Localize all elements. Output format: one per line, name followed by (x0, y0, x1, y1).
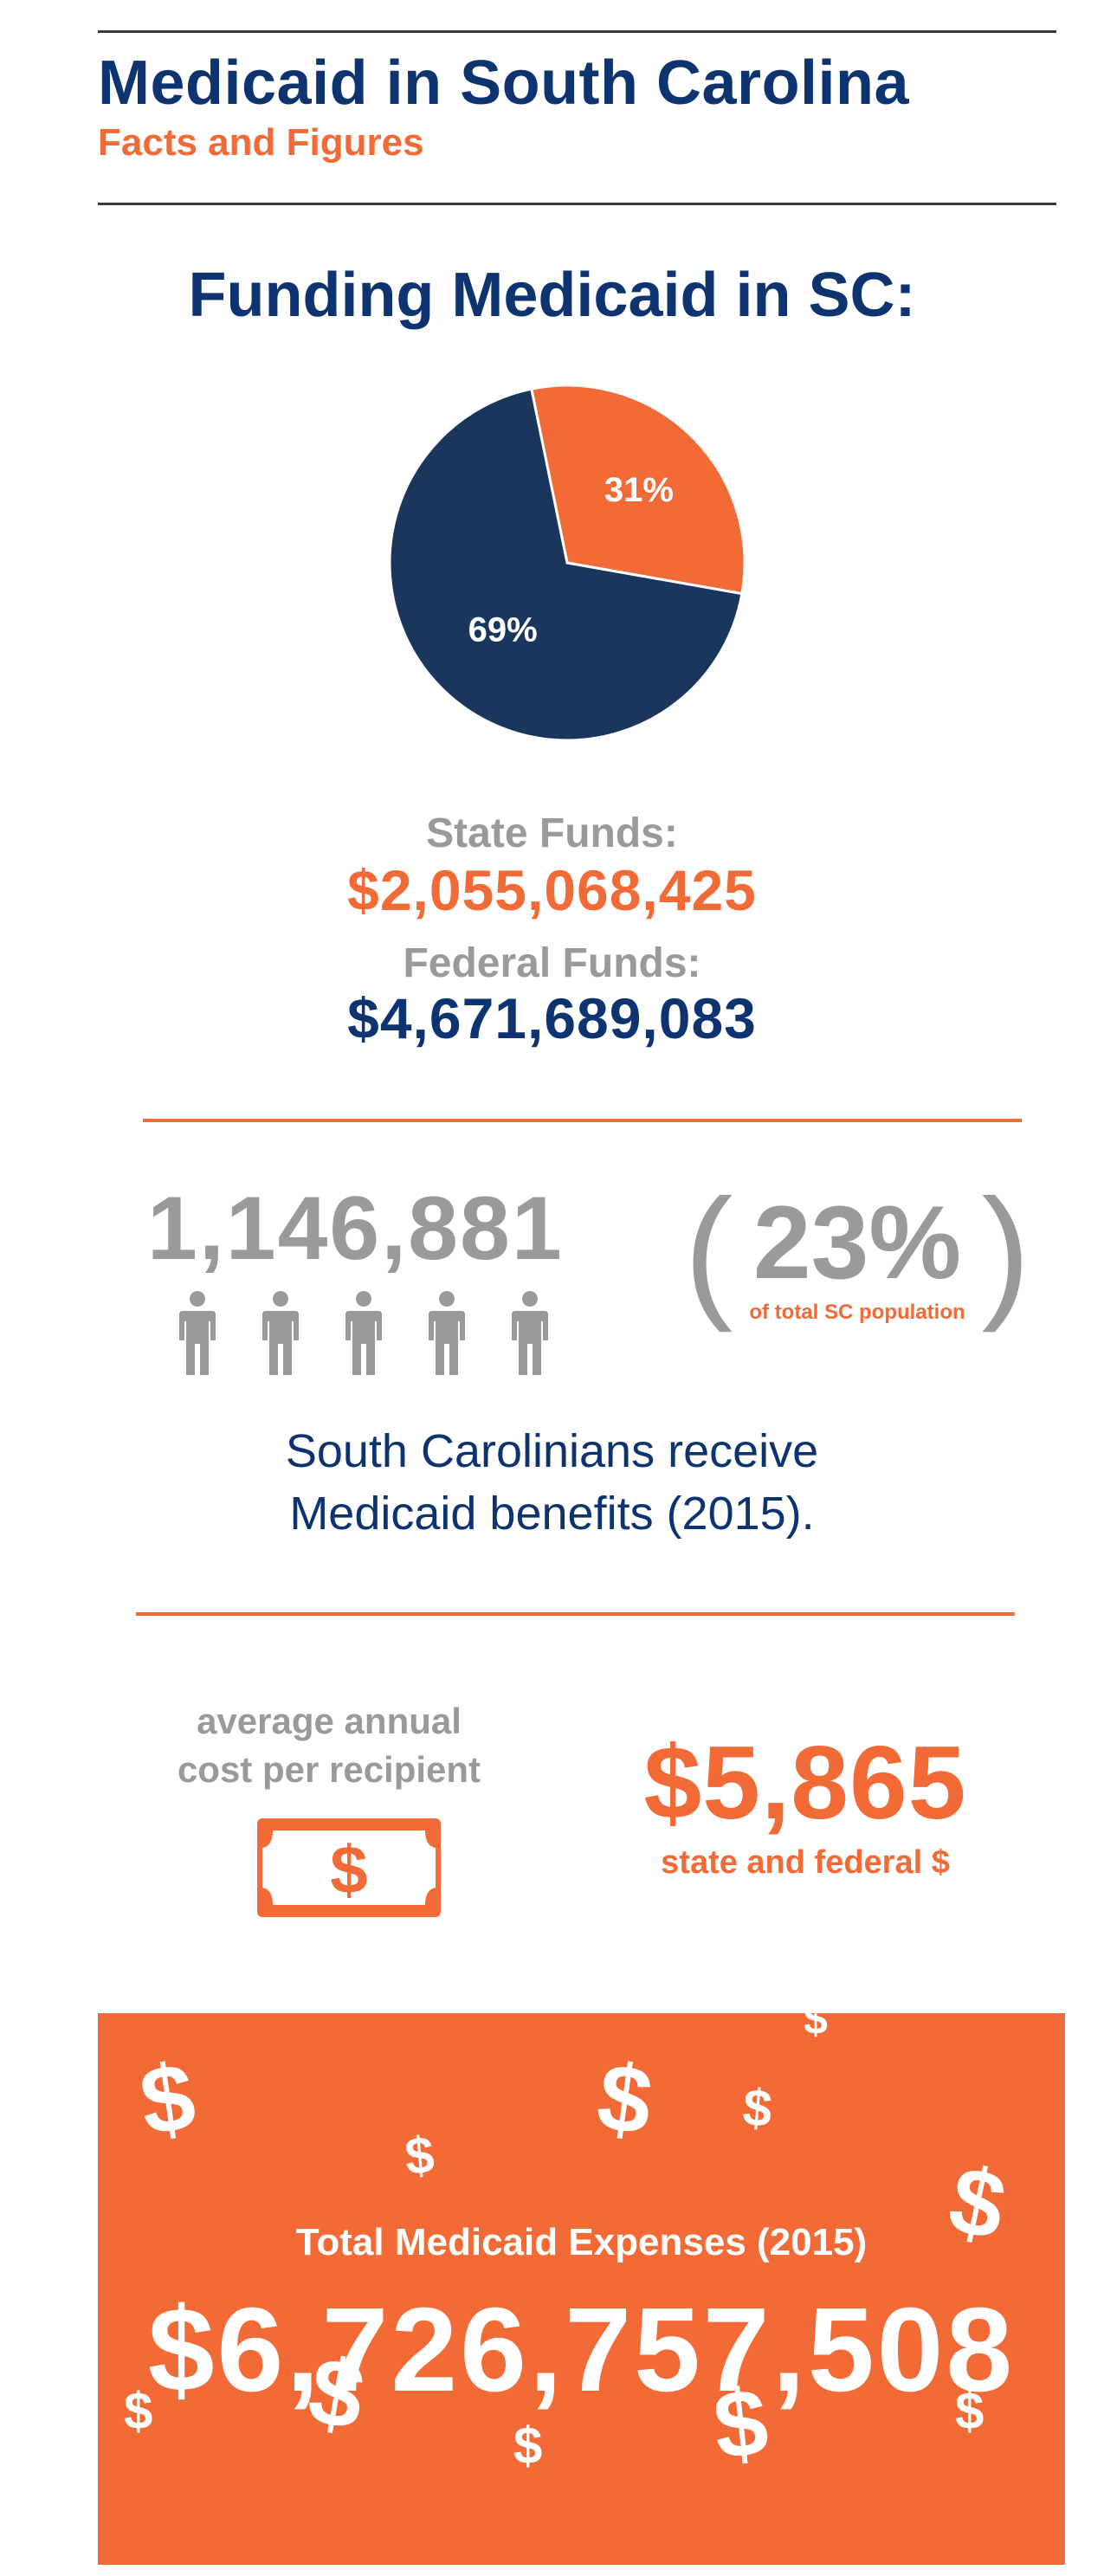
dollar-decor-icon: $ (403, 2125, 437, 2186)
person-icon (178, 1290, 217, 1377)
section-divider-2 (136, 1612, 1015, 1616)
top-rule (98, 30, 1056, 33)
population-percent-block: ( 23% of total SC population ) (684, 1178, 1030, 1333)
total-expenses-label: Total Medicaid Expenses (2015) (295, 2221, 868, 2263)
recipients-description-line1: South Carolinians receive (285, 1425, 819, 1477)
dollar-decor-icon: $ (740, 2077, 775, 2139)
dollar-bill-graphic: $ (262, 1830, 436, 1908)
percent-right-paren: ) (981, 1169, 1030, 1333)
population-percent-caption: of total SC population (749, 1301, 965, 1324)
dollar-decor-icon: $ (955, 2382, 985, 2440)
bill-dollar-sign: $ (330, 1831, 367, 1908)
pie-slice-1 (530, 384, 746, 596)
dollar-decor-icon: $ (124, 2382, 153, 2440)
percent-left-paren: ( (684, 1169, 733, 1333)
pie-slice-label-2: 69% (468, 610, 538, 649)
dollar-decor-icon: $ (591, 2043, 659, 2156)
funding-heading: Funding Medicaid in SC: (188, 261, 916, 330)
total-expenses-panel: $ $ $ $ $ $ $ $ $ $ $ Total Medicaid Expenses (201… (98, 2013, 1065, 2565)
header-bottom-rule (98, 203, 1056, 205)
person-icon (427, 1290, 467, 1377)
state-funds-label: State Funds: (426, 810, 678, 856)
federal-funds-label: Federal Funds: (403, 940, 701, 986)
pie-svg: 31% 69% (388, 384, 746, 742)
recipients-description: South Carolinians receive Medicaid benef… (0, 1420, 1104, 1545)
dollar-decor-icon: $ (513, 2417, 543, 2475)
state-funds-value: $2,055,068,425 (347, 858, 757, 922)
person-icon (261, 1290, 300, 1377)
person-icon (510, 1290, 550, 1377)
dollar-bill-icon: $ (257, 1818, 441, 1917)
section-divider-1 (143, 1119, 1022, 1122)
total-expenses-value: $6,726,757,508 (147, 2283, 1016, 2417)
people-icons-row (178, 1290, 550, 1377)
pie-slice-2 (388, 387, 744, 742)
person-icon (344, 1290, 384, 1377)
pie-slice-label-1: 31% (604, 471, 674, 509)
average-cost-label-line2: cost per recipient (177, 1749, 481, 1790)
recipients-description-line2: Medicaid benefits (2015). (289, 1488, 815, 1540)
page-title: Medicaid in South Carolina (98, 48, 910, 118)
recipients-count: 1,146,881 (147, 1178, 564, 1279)
funding-pie-chart: 31% 69% (385, 381, 749, 745)
page-subtitle: Facts and Figures (98, 121, 424, 164)
average-cost-value: $5,865 (643, 1725, 967, 1841)
population-percent-value: 23% (752, 1185, 962, 1301)
federal-funds-value: $4,671,689,083 (347, 986, 757, 1050)
average-cost-label-line1: average annual (197, 1701, 462, 1741)
dollar-decor-icon: $ (133, 2043, 202, 2156)
dollar-decor-icon: $ (804, 2013, 828, 2043)
average-cost-caption: state and federal $ (661, 1844, 950, 1881)
average-cost-label: average annual cost per recipient (139, 1697, 520, 1794)
